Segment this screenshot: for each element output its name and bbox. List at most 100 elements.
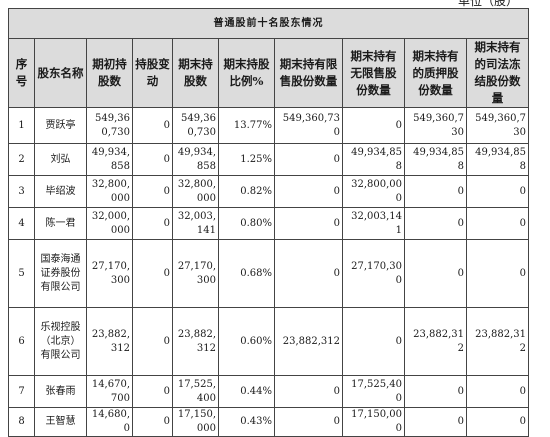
- begin-shares-cell: 14,680,0: [86, 407, 133, 437]
- frozen-shares-cell: 49,934,858: [466, 143, 529, 176]
- col-header-restricted: 期末持有限售股份数量: [274, 38, 343, 108]
- begin-shares-cell: 549,360,730: [86, 107, 133, 144]
- shareholder-name-cell: 刘弘: [34, 143, 87, 176]
- end-shares-cell: 23,882,312: [172, 307, 219, 376]
- shareholder-name-cell: 张春雨: [34, 375, 87, 408]
- end-shares-cell: 17,525,400: [172, 375, 219, 408]
- share-change-cell: 0: [132, 407, 173, 437]
- begin-shares-cell: 32,800,000: [86, 175, 133, 208]
- shareholder-name-cell: 国泰海通证券股份有限公司: [34, 239, 87, 308]
- col-header-no: 序号: [8, 38, 35, 108]
- table-row: 1 贾跃亭 549,360,730 0 549,360,730 13.77% 549,360…: [8, 107, 529, 144]
- pledged-shares-cell: 0: [404, 375, 467, 408]
- share-change-cell: 0: [132, 143, 173, 176]
- table-row: 6 乐视控股（北京）有限公司 23,882,312 0 23,882,312 0.60% 2…: [8, 307, 529, 376]
- begin-shares-cell: 27,170,300: [86, 239, 133, 308]
- row-number-cell: 3: [8, 175, 35, 208]
- restricted-shares-cell: 0: [274, 175, 343, 208]
- frozen-shares-cell: 0: [466, 175, 529, 208]
- holding-ratio-cell: 0.43%: [218, 407, 275, 437]
- unrestricted-shares-cell: 0: [342, 307, 405, 376]
- unrestricted-shares-cell: 17,150,000: [342, 407, 405, 437]
- end-shares-cell: 549,360,730: [172, 107, 219, 144]
- pledged-shares-cell: 0: [404, 207, 467, 240]
- row-number-cell: 1: [8, 107, 35, 144]
- table-title: 普通股前十名股东情况: [8, 8, 529, 39]
- row-number-cell: 5: [8, 239, 35, 308]
- share-change-cell: 0: [132, 207, 173, 240]
- shareholder-name-cell: 乐视控股（北京）有限公司: [34, 307, 87, 376]
- unrestricted-shares-cell: 32,800,000: [342, 175, 405, 208]
- pledged-shares-cell: 0: [404, 407, 467, 437]
- restricted-shares-cell: 0: [274, 375, 343, 408]
- table-row: 4 陈一君 32,000,000 0 32,003,141 0.80% 0 32,003,14…: [8, 207, 529, 240]
- end-shares-cell: 32,800,000: [172, 175, 219, 208]
- pledged-shares-cell: 549,360,730: [404, 107, 467, 144]
- end-shares-cell: 17,150,000: [172, 407, 219, 437]
- end-shares-cell: 49,934,858: [172, 143, 219, 176]
- share-change-cell: 0: [132, 175, 173, 208]
- unrestricted-shares-cell: 32,003,141: [342, 207, 405, 240]
- row-number-cell: 4: [8, 207, 35, 240]
- frozen-shares-cell: 0: [466, 207, 529, 240]
- share-change-cell: 0: [132, 107, 173, 144]
- col-header-name: 股东名称: [34, 38, 87, 108]
- frozen-shares-cell: 0: [466, 239, 529, 308]
- shareholder-name-cell: 毕绍波: [34, 175, 87, 208]
- holding-ratio-cell: 0.68%: [218, 239, 275, 308]
- unrestricted-shares-cell: 17,525,400: [342, 375, 405, 408]
- pledged-shares-cell: 0: [404, 239, 467, 308]
- pledged-shares-cell: 23,882,312: [404, 307, 467, 376]
- holding-ratio-cell: 0.44%: [218, 375, 275, 408]
- begin-shares-cell: 14,670,700: [86, 375, 133, 408]
- holding-ratio-cell: 0.60%: [218, 307, 275, 376]
- begin-shares-cell: 32,000,000: [86, 207, 133, 240]
- header-row: 序号 股东名称 期初持股数 持股变动 期末持股数 期末持股比例% 期末持有限售股…: [8, 38, 529, 108]
- col-header-end: 期末持股数: [172, 38, 219, 108]
- pledged-shares-cell: 0: [404, 175, 467, 208]
- frozen-shares-cell: 23,882,312: [466, 307, 529, 376]
- row-number-cell: 8: [8, 407, 35, 437]
- restricted-shares-cell: 0: [274, 207, 343, 240]
- table-body: 1 贾跃亭 549,360,730 0 549,360,730 13.77% 549,360…: [8, 107, 529, 437]
- frozen-shares-cell: 0: [466, 407, 529, 437]
- table-row: 2 刘弘 49,934,858 0 49,934,858 1.25% 0 49,934,858…: [8, 143, 529, 176]
- restricted-shares-cell: 549,360,730: [274, 107, 343, 144]
- holding-ratio-cell: 13.77%: [218, 107, 275, 144]
- share-change-cell: 0: [132, 239, 173, 308]
- end-shares-cell: 27,170,300: [172, 239, 219, 308]
- restricted-shares-cell: 0: [274, 143, 343, 176]
- restricted-shares-cell: 0: [274, 407, 343, 437]
- unrestricted-shares-cell: 27,170,300: [342, 239, 405, 308]
- col-header-pledged: 期末持有的质押股份数量: [404, 38, 467, 108]
- share-change-cell: 0: [132, 375, 173, 408]
- row-number-cell: 2: [8, 143, 35, 176]
- col-header-frozen: 期末持有的司法冻结股份数量: [466, 38, 529, 108]
- frozen-shares-cell: 0: [466, 375, 529, 408]
- shareholder-name-cell: 王智慧: [34, 407, 87, 437]
- table-row: 3 毕绍波 32,800,000 0 32,800,000 0.82% 0 32,800,00…: [8, 175, 529, 208]
- shareholder-name-cell: 陈一君: [34, 207, 87, 240]
- holding-ratio-cell: 1.25%: [218, 143, 275, 176]
- restricted-shares-cell: 23,882,312: [274, 307, 343, 376]
- top-ten-shareholders-table: 普通股前十名股东情况 序号 股东名称 期初持股数 持股变动 期末持股数 期末持股…: [8, 8, 529, 437]
- col-header-ratio: 期末持股比例%: [218, 38, 275, 108]
- shareholder-name-cell: 贾跃亭: [34, 107, 87, 144]
- pledged-shares-cell: 49,934,858: [404, 143, 467, 176]
- frozen-shares-cell: 549,360,730: [466, 107, 529, 144]
- restricted-shares-cell: 0: [274, 239, 343, 308]
- holding-ratio-cell: 0.82%: [218, 175, 275, 208]
- table-row: 8 王智慧 14,680,0 0 17,150,000 0.43% 0 17,150,000 0…: [8, 407, 529, 437]
- col-header-unrestricted: 期末持有无限售股份数量: [342, 38, 405, 108]
- end-shares-cell: 32,003,141: [172, 207, 219, 240]
- begin-shares-cell: 23,882,312: [86, 307, 133, 376]
- col-header-change: 持股变动: [132, 38, 173, 108]
- unrestricted-shares-cell: 0: [342, 107, 405, 144]
- unit-label: 单位（股）: [458, 0, 519, 8]
- share-change-cell: 0: [132, 307, 173, 376]
- table-row: 5 国泰海通证券股份有限公司 27,170,300 0 27,170,300 0.68% 0…: [8, 239, 529, 308]
- table-row: 7 张春雨 14,670,700 0 17,525,400 0.44% 0 17,525,40…: [8, 375, 529, 408]
- row-number-cell: 7: [8, 375, 35, 408]
- begin-shares-cell: 49,934,858: [86, 143, 133, 176]
- row-number-cell: 6: [8, 307, 35, 376]
